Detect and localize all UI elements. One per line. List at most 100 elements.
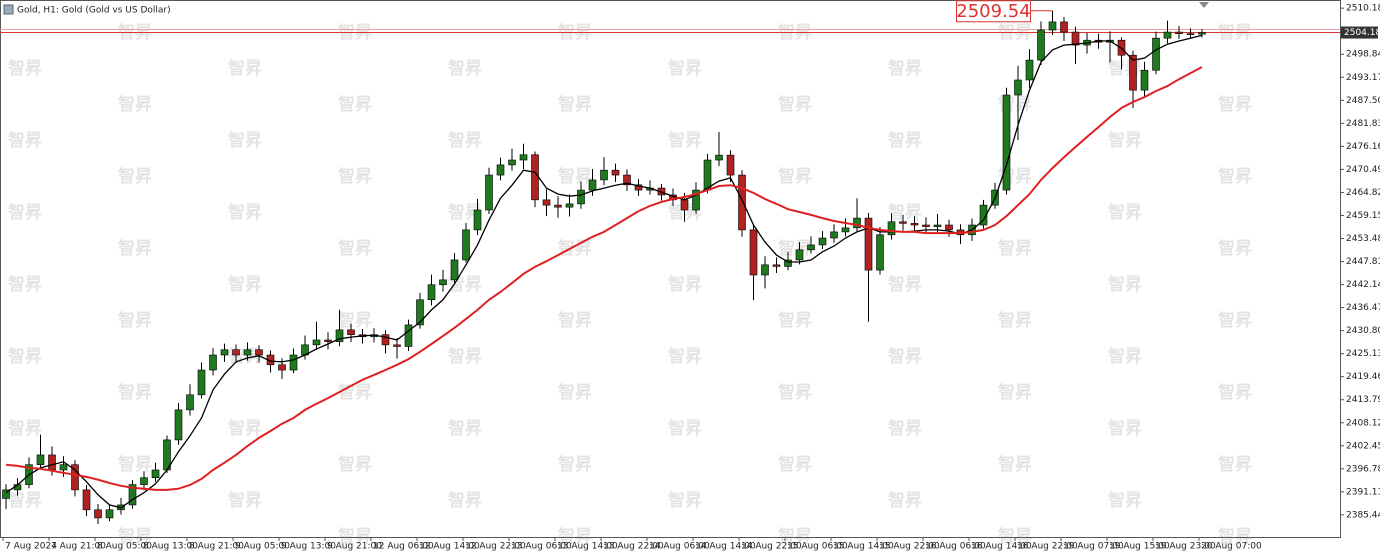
watermark: 智昇 [8,490,42,511]
candle-body [174,409,183,441]
y-tick-label: 2419.46 [1346,372,1380,382]
watermark: 智昇 [1108,274,1142,295]
watermark: 智昇 [448,202,482,223]
ma-line [5,66,1203,491]
x-tick-label: 8 Aug 21:00 [189,542,244,552]
watermark: 智昇 [8,202,42,223]
watermark: 智昇 [558,454,592,475]
candle-body [278,364,286,371]
watermark: 智昇 [668,58,702,79]
watermark: 智昇 [8,418,42,439]
y-tick-label: 2447.81 [1346,257,1380,267]
candle-body [922,224,930,227]
watermark: 智昇 [1218,94,1252,115]
candle-body [749,229,758,276]
x-tick-label: 16 Aug 14:00 [971,542,1032,552]
watermark: 智昇 [1218,238,1252,259]
candle-body [289,354,298,371]
x-tick-label: 13 Aug 14:00 [557,542,618,552]
x-tick-label: 14 Aug 06:00 [649,542,710,552]
candle-body [577,189,585,205]
candle-body [232,349,240,356]
watermark: 智昇 [228,274,262,295]
x-tick-label: 15 Aug 06:00 [787,542,848,552]
y-tick-label: 2453.48 [1346,234,1380,244]
candle-body [1025,59,1034,81]
watermark: 智昇 [338,454,372,475]
candle-body [611,169,620,176]
watermark: 智昇 [778,382,812,403]
candle-body [473,209,482,231]
y-tick-label: 2425.13 [1346,349,1380,359]
candle-body [1014,79,1022,96]
watermark: 智昇 [118,310,152,331]
y-tick-label: 2408.12 [1346,418,1380,428]
x-tick-label: 14 Aug 22:00 [741,542,802,552]
candle-body [830,231,838,239]
x-tick-label: 19 Aug 07:00 [1063,542,1124,552]
candle-body [243,349,252,356]
candle-body [853,217,861,229]
candle-body [82,489,91,511]
candle-body [910,223,919,226]
watermark: 智昇 [888,274,922,295]
candle-body [48,454,56,471]
watermark: 智昇 [998,238,1032,259]
candle-body [876,234,884,271]
watermark: 智昇 [1108,418,1142,439]
x-tick-label: 9 Aug 21:00 [327,542,382,552]
watermark: 智昇 [448,418,482,439]
candle-body [140,477,148,485]
watermark: 智昇 [888,58,922,79]
candle-body [1037,29,1045,61]
watermark: 智昇 [888,130,922,151]
x-tick-label: 9 Aug 13:00 [281,542,336,552]
x-tick-label: 8 Aug 05:00 [97,542,152,552]
candle-body [427,284,436,301]
watermark: 智昇 [338,166,372,187]
x-tick-label: 15 Aug 22:00 [879,542,940,552]
x-tick-label: 13 Aug 22:00 [603,542,664,552]
candle-body [404,324,413,347]
y-tick-label: 2464.82 [1346,188,1380,198]
candle-body [324,339,332,342]
watermark: 智昇 [8,274,42,295]
x-tick-label: 15 Aug 14:00 [833,542,894,552]
watermark: 智昇 [1108,130,1142,151]
candle-body [1175,31,1183,34]
x-tick-label: 12 Aug 06:00 [373,542,434,552]
watermark: 智昇 [1218,382,1252,403]
candle-body [531,154,539,201]
current-price-box [1341,26,1378,39]
watermark: 智昇 [228,130,262,151]
candle-body [105,509,114,519]
x-tick-label: 13 Aug 06:00 [511,542,572,552]
current-price-label: 2504.18 [1344,28,1380,38]
x-tick-label: 8 Aug 13:00 [143,542,198,552]
watermark: 智昇 [8,130,42,151]
watermark: 智昇 [558,382,592,403]
candle-body [59,464,68,471]
watermark: 智昇 [778,310,812,331]
y-tick-label: 2510.18 [1346,4,1380,14]
candle-body [128,484,137,506]
chart-title: Gold, H1: Gold (Gold vs US Dollar) [17,6,171,16]
candle-body [2,489,10,499]
candle-body [416,299,424,326]
candle-body [784,259,792,267]
candle-body [519,154,528,161]
candle-body [588,179,597,191]
watermark: 智昇 [1108,202,1142,223]
watermark: 智昇 [888,490,922,511]
plot-frame [0,0,1341,538]
x-tick-label: 20 Aug 07:00 [1201,542,1262,552]
candle-body [1140,69,1149,91]
watermark: 智昇 [118,526,152,547]
watermark: 智昇 [228,490,262,511]
watermark: 智昇 [338,382,372,403]
watermark: 智昇 [1108,490,1142,511]
watermark: 智昇 [118,454,152,475]
watermark: 智昇 [558,94,592,115]
x-tick-label: 16 Aug 06:00 [925,542,986,552]
